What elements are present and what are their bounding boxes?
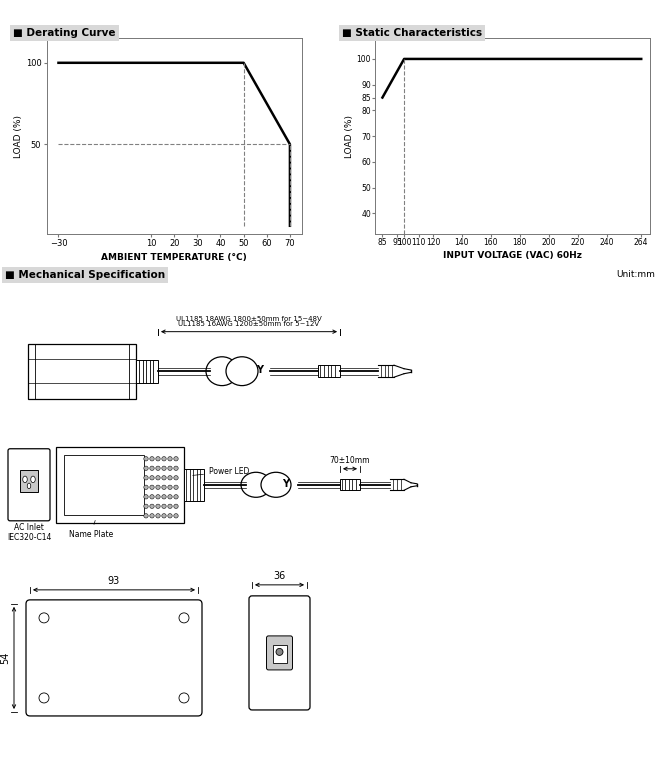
Circle shape bbox=[184, 473, 190, 478]
Circle shape bbox=[156, 456, 160, 461]
Circle shape bbox=[161, 485, 166, 489]
Circle shape bbox=[276, 648, 283, 656]
Text: Power LED: Power LED bbox=[193, 467, 249, 476]
Circle shape bbox=[168, 466, 172, 470]
Text: UL1185 18AWG 1800±50mm for 15~48V: UL1185 18AWG 1800±50mm for 15~48V bbox=[176, 316, 322, 321]
Bar bbox=[56, 446, 184, 523]
Text: ■ Static Characteristics: ■ Static Characteristics bbox=[342, 28, 482, 38]
Text: ■ Mechanical Specification: ■ Mechanical Specification bbox=[5, 270, 165, 280]
Circle shape bbox=[161, 476, 166, 480]
Ellipse shape bbox=[27, 483, 31, 489]
Ellipse shape bbox=[31, 476, 36, 482]
Circle shape bbox=[150, 456, 154, 461]
Circle shape bbox=[179, 613, 189, 623]
Bar bbox=[136, 360, 158, 383]
Circle shape bbox=[150, 514, 154, 518]
Circle shape bbox=[144, 466, 148, 470]
Circle shape bbox=[174, 485, 178, 489]
Circle shape bbox=[174, 495, 178, 499]
Text: Y: Y bbox=[283, 479, 289, 489]
Bar bbox=[64, 455, 144, 515]
Circle shape bbox=[144, 485, 148, 489]
Circle shape bbox=[161, 504, 166, 509]
Text: Y: Y bbox=[257, 365, 263, 375]
Circle shape bbox=[174, 504, 178, 509]
FancyBboxPatch shape bbox=[249, 596, 310, 710]
Circle shape bbox=[150, 504, 154, 509]
Text: 54: 54 bbox=[0, 652, 10, 664]
Circle shape bbox=[174, 466, 178, 470]
Bar bbox=[184, 469, 204, 501]
Circle shape bbox=[174, 476, 178, 480]
Circle shape bbox=[168, 495, 172, 499]
Bar bbox=[340, 479, 360, 490]
Ellipse shape bbox=[241, 472, 271, 497]
Circle shape bbox=[161, 495, 166, 499]
Bar bbox=[318, 365, 340, 377]
Circle shape bbox=[168, 485, 172, 489]
Text: 70±10mm: 70±10mm bbox=[330, 456, 371, 465]
Circle shape bbox=[144, 495, 148, 499]
Text: 36: 36 bbox=[273, 571, 285, 581]
Circle shape bbox=[179, 693, 189, 703]
Text: Unit:mm: Unit:mm bbox=[616, 270, 655, 278]
Circle shape bbox=[144, 456, 148, 461]
Circle shape bbox=[39, 613, 49, 623]
Circle shape bbox=[168, 456, 172, 461]
Circle shape bbox=[150, 476, 154, 480]
X-axis label: INPUT VOLTAGE (VAC) 60Hz: INPUT VOLTAGE (VAC) 60Hz bbox=[443, 252, 582, 260]
Circle shape bbox=[144, 514, 148, 518]
FancyBboxPatch shape bbox=[26, 600, 202, 716]
Circle shape bbox=[144, 476, 148, 480]
Ellipse shape bbox=[226, 357, 258, 386]
Bar bbox=[20, 470, 38, 492]
Text: UL1185 16AWG 1200±50mm for 5~12V: UL1185 16AWG 1200±50mm for 5~12V bbox=[178, 321, 320, 327]
Circle shape bbox=[156, 514, 160, 518]
Bar bbox=[28, 344, 136, 399]
Circle shape bbox=[150, 485, 154, 489]
Circle shape bbox=[156, 504, 160, 509]
Circle shape bbox=[156, 485, 160, 489]
Circle shape bbox=[168, 504, 172, 509]
Circle shape bbox=[150, 495, 154, 499]
Circle shape bbox=[161, 514, 166, 518]
Text: Name Plate: Name Plate bbox=[69, 521, 113, 539]
Text: ■ Derating Curve: ■ Derating Curve bbox=[13, 28, 116, 38]
Ellipse shape bbox=[206, 357, 238, 386]
Circle shape bbox=[161, 466, 166, 470]
Circle shape bbox=[168, 514, 172, 518]
X-axis label: AMBIENT TEMPERATURE (°C): AMBIENT TEMPERATURE (°C) bbox=[101, 252, 247, 262]
Circle shape bbox=[161, 456, 166, 461]
Ellipse shape bbox=[23, 476, 27, 482]
Circle shape bbox=[39, 693, 49, 703]
Y-axis label: LOAD (%): LOAD (%) bbox=[345, 114, 354, 158]
Circle shape bbox=[174, 514, 178, 518]
Bar bbox=[273, 645, 287, 663]
Y-axis label: LOAD (%): LOAD (%) bbox=[14, 114, 23, 158]
Circle shape bbox=[156, 495, 160, 499]
Circle shape bbox=[150, 466, 154, 470]
Circle shape bbox=[156, 476, 160, 480]
FancyBboxPatch shape bbox=[267, 636, 293, 670]
Circle shape bbox=[156, 466, 160, 470]
Circle shape bbox=[174, 456, 178, 461]
FancyBboxPatch shape bbox=[8, 449, 50, 521]
Text: 93: 93 bbox=[108, 576, 120, 586]
Text: AC Inlet
IEC320-C14: AC Inlet IEC320-C14 bbox=[7, 523, 51, 542]
Circle shape bbox=[144, 504, 148, 509]
Ellipse shape bbox=[261, 472, 291, 497]
Circle shape bbox=[168, 476, 172, 480]
